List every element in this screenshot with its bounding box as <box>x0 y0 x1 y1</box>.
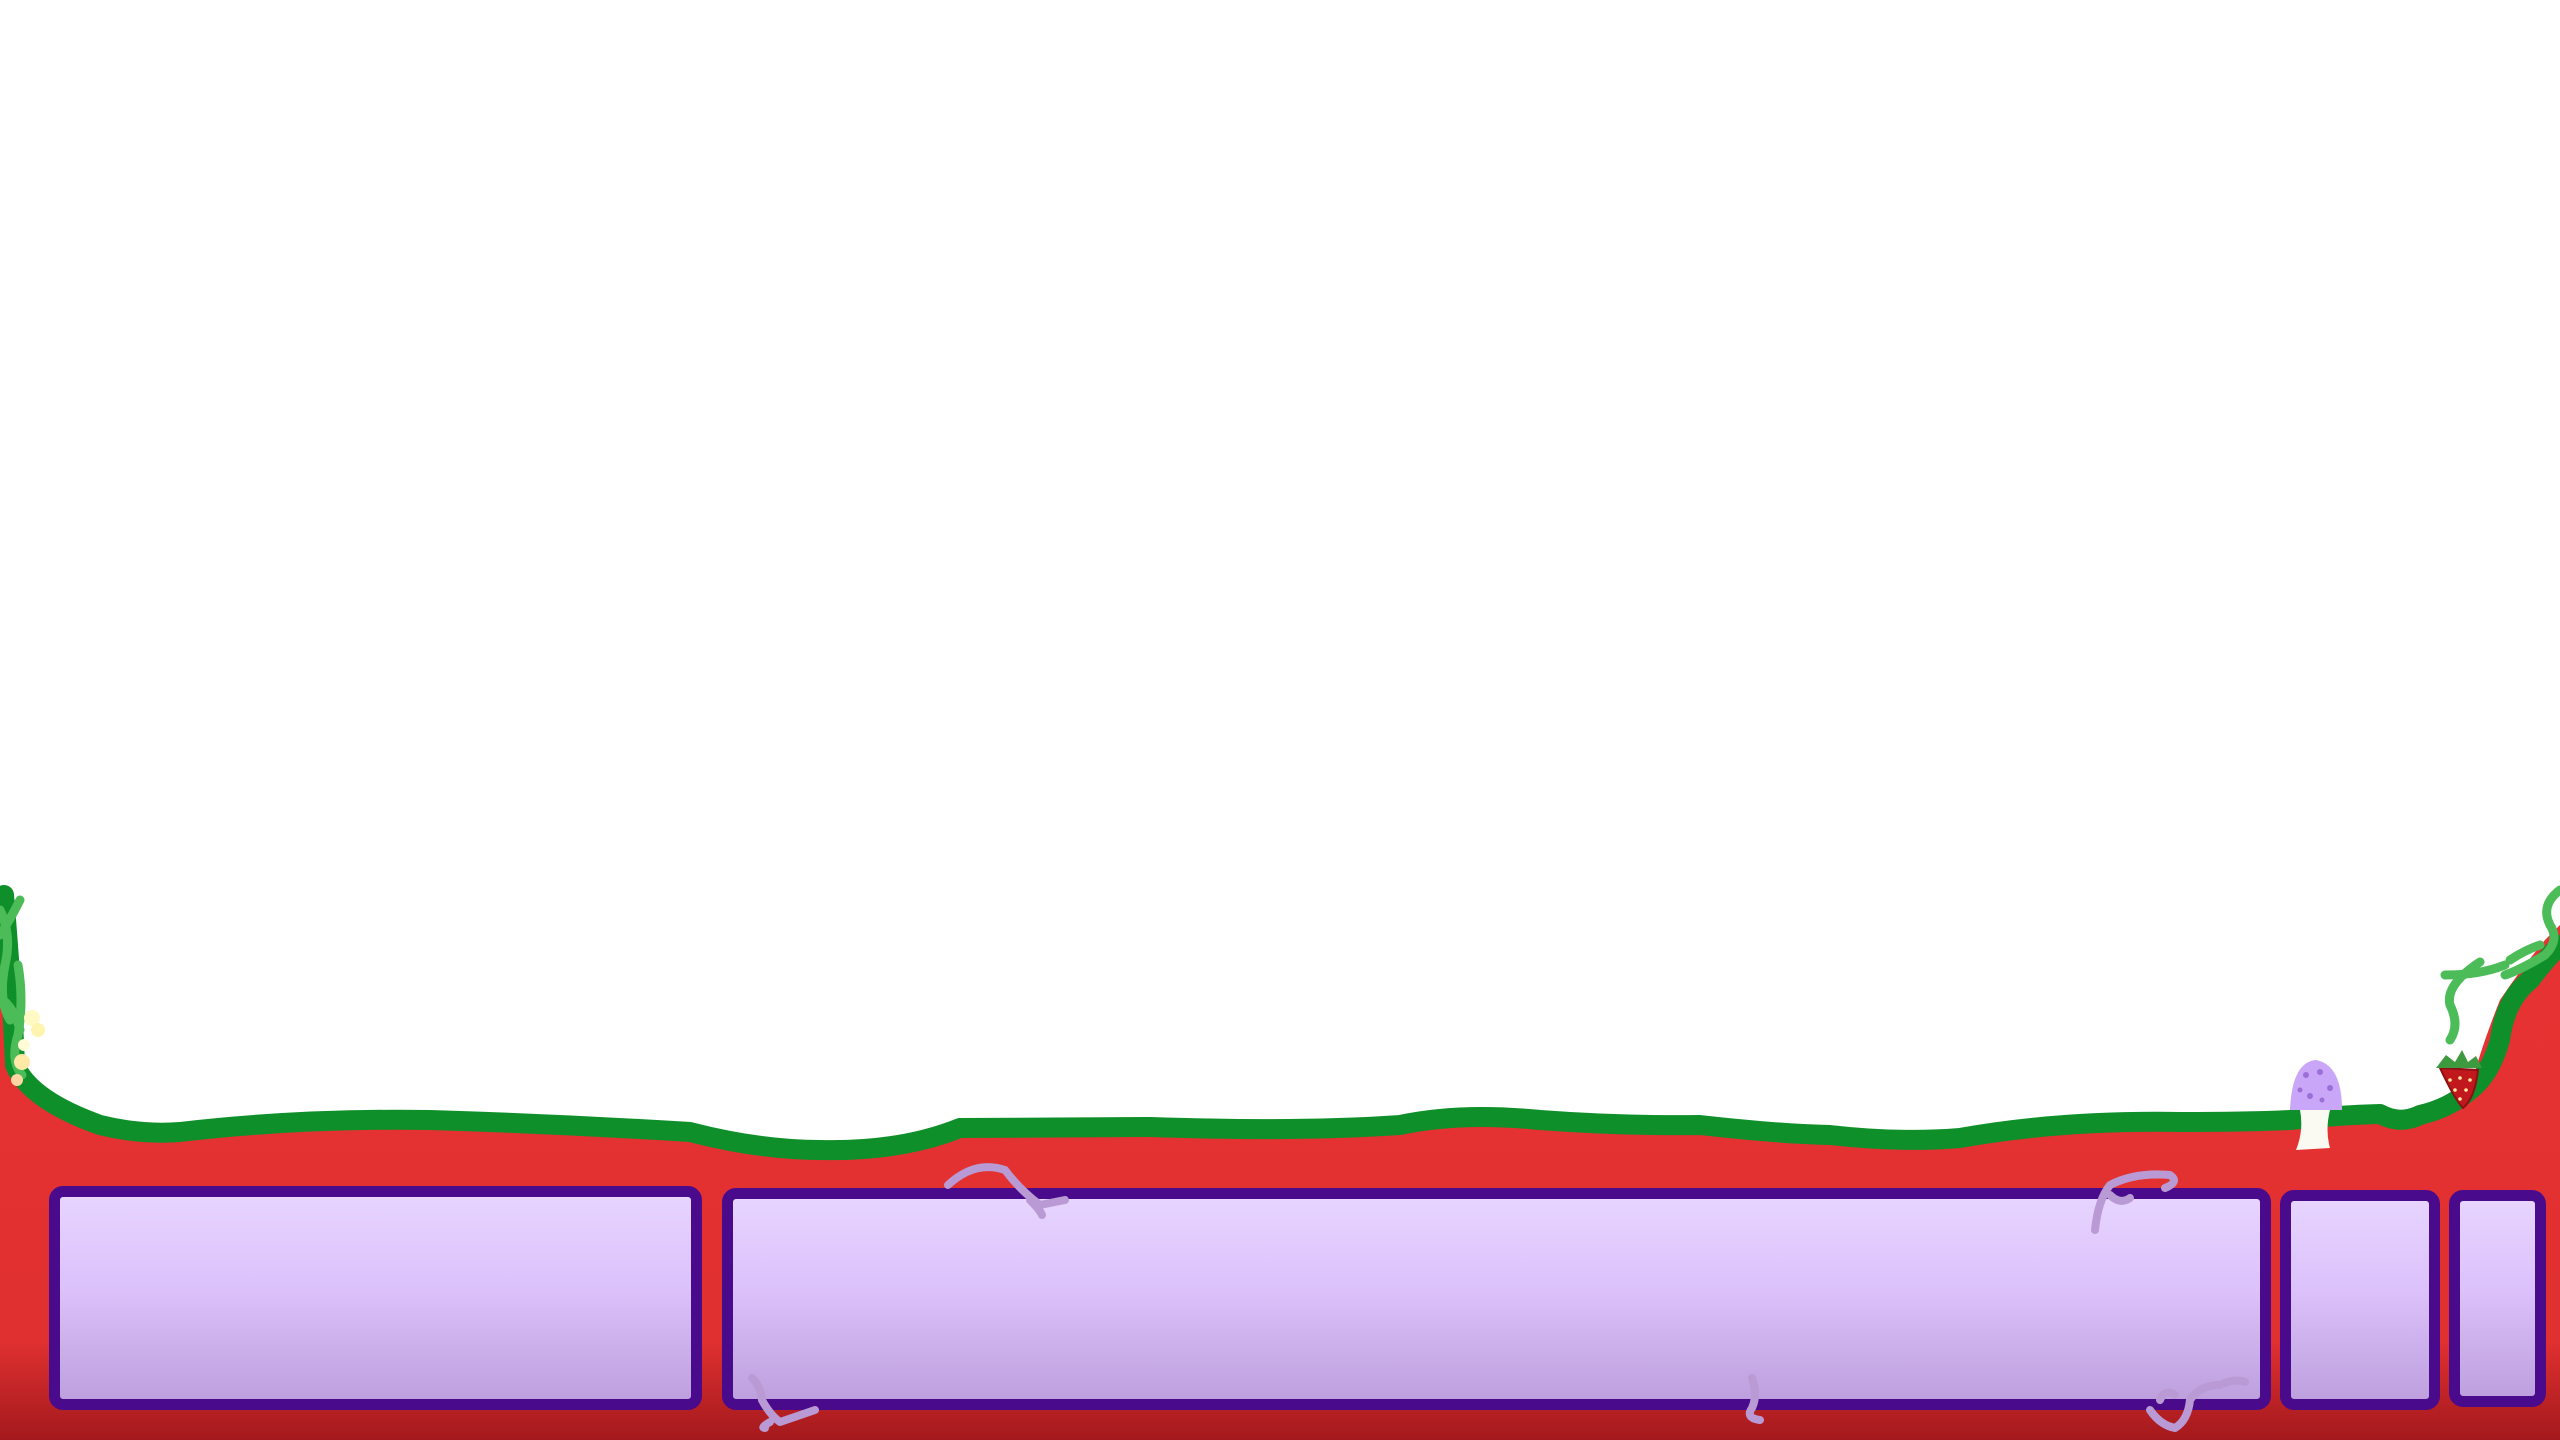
vine-right <box>2440 885 2560 1045</box>
root-top-2-branch <box>2106 1191 2134 1205</box>
hud-panel-left[interactable] <box>49 1186 702 1410</box>
root-bottom-1-tail <box>759 1418 774 1432</box>
hud-panel-small[interactable] <box>2280 1190 2440 1410</box>
strawberry <box>2436 1050 2482 1110</box>
grass-edge <box>0 885 2560 1161</box>
root-bottom-3 <box>2146 1376 2249 1432</box>
flower-cluster-left <box>11 1010 45 1086</box>
root-bottom-2 <box>1745 1374 1764 1424</box>
root-bottom-1 <box>748 1374 819 1426</box>
hud-panel-tiny[interactable] <box>2449 1190 2546 1407</box>
mushroom <box>2290 1060 2342 1150</box>
root-top-1 <box>944 1163 1069 1209</box>
root-top-2 <box>2091 1170 2178 1234</box>
root-bottom-3-branch <box>2156 1388 2179 1404</box>
root-top-1-branch <box>1026 1196 1046 1219</box>
hud-panel-main[interactable] <box>722 1188 2271 1410</box>
